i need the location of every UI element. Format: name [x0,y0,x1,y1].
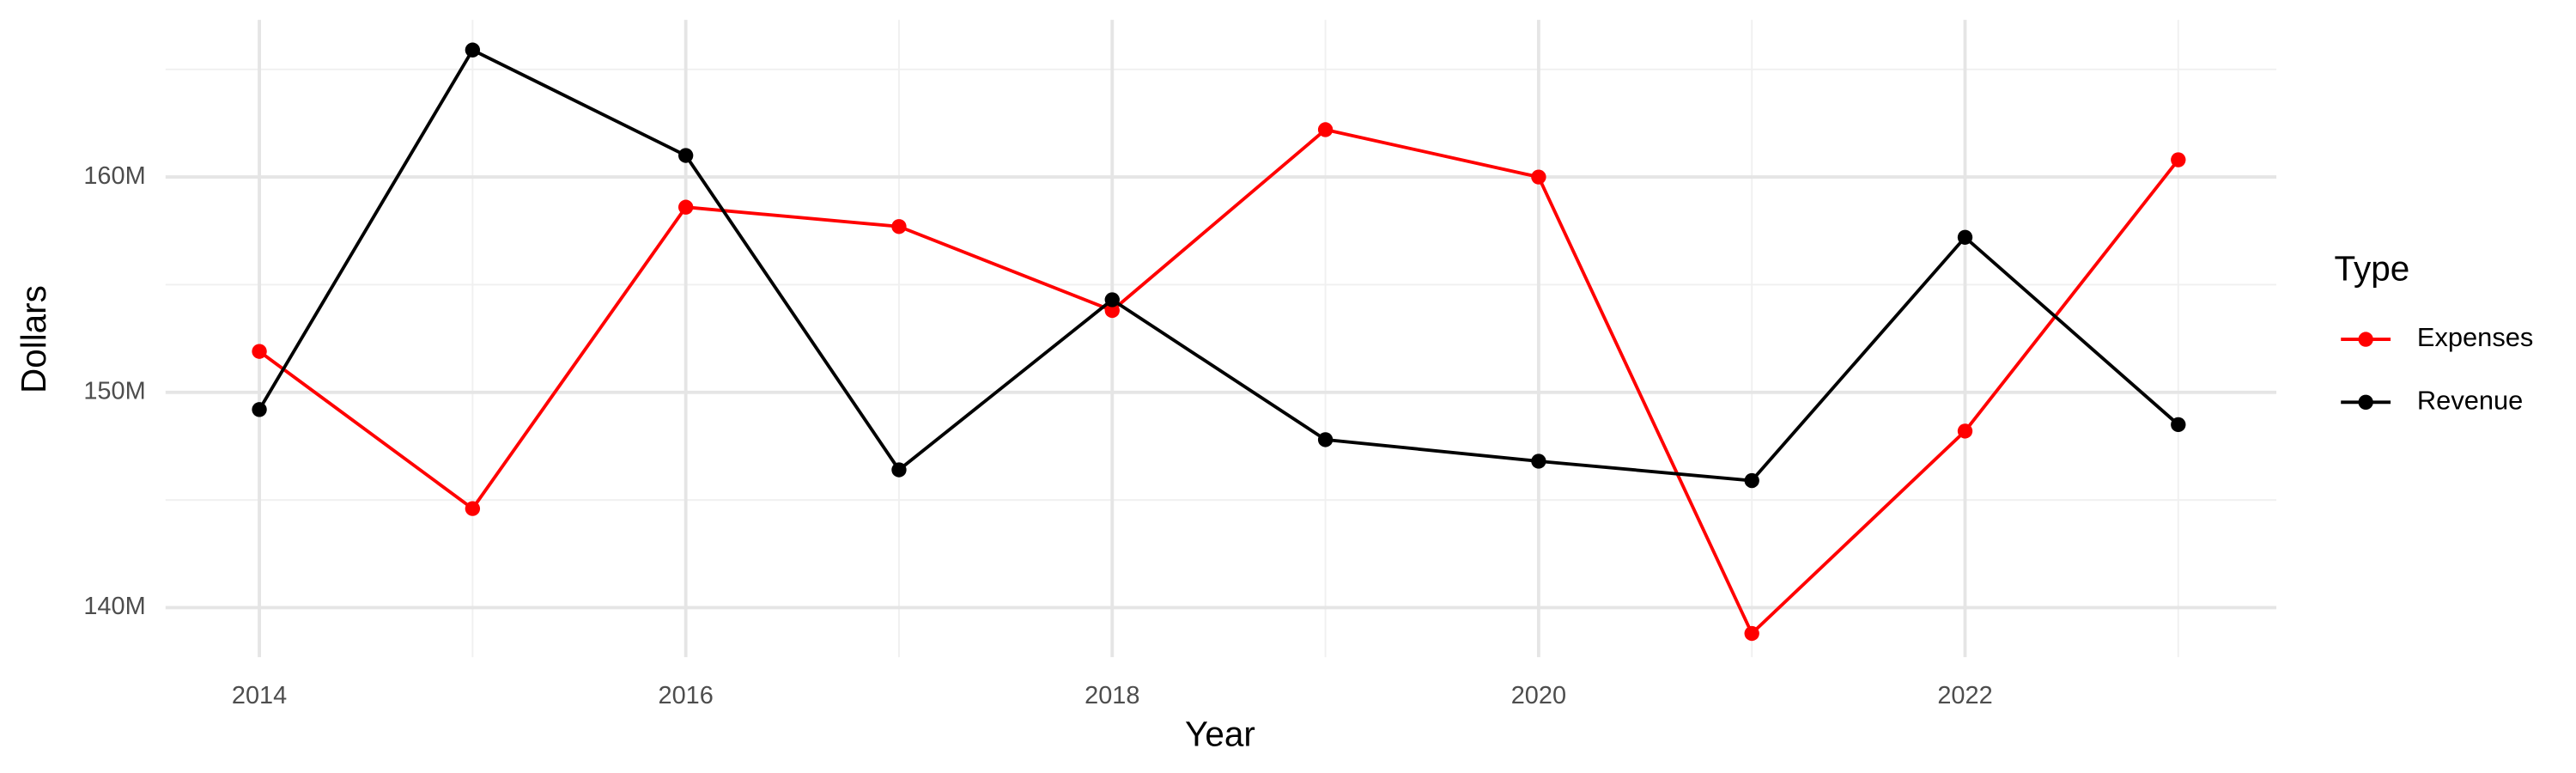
series-line [258,47,2180,483]
x-tick-label: 2018 [1084,682,1139,709]
data-point [2171,417,2186,433]
data-point [677,148,694,163]
y-tick-label: 140M [83,593,145,620]
data-point [252,402,267,417]
y-tick-label: 150M [83,377,145,405]
x-tick-label: 2020 [1511,682,1566,709]
data-point [1531,453,1546,469]
data-point [891,219,907,234]
legend-label: Expenses [2417,322,2533,352]
data-point [1317,432,1334,447]
data-point [465,42,481,58]
y-tick-label: 160M [83,162,145,190]
data-point [1104,302,1120,319]
data-point [465,501,481,516]
data-point [1317,122,1334,137]
data-point [1957,423,1973,439]
x-axis-title: Year [1185,714,1255,753]
legend: Expenses Revenue [2341,322,2533,415]
y-axis-title: Dollars [14,285,53,393]
data-point [2171,152,2186,167]
data-point [1531,169,1546,185]
data-point [1744,472,1759,489]
legend-key-point [2358,394,2373,410]
x-tick-label: 2014 [232,682,287,709]
x-tick-label: 2022 [1937,682,1992,709]
data-point [252,344,267,359]
data-point [1957,229,1973,245]
legend-label: Revenue [2417,385,2523,415]
data-point [1744,625,1759,642]
x-tick-label: 2016 [659,682,714,709]
data-point [891,462,907,478]
legend-key-point [2358,332,2373,347]
data-point [677,199,694,215]
legend-title: Type [2335,249,2410,289]
data-point [1104,292,1120,307]
plot-area [252,42,2186,642]
grid [165,20,2277,658]
series-line [258,127,2180,636]
